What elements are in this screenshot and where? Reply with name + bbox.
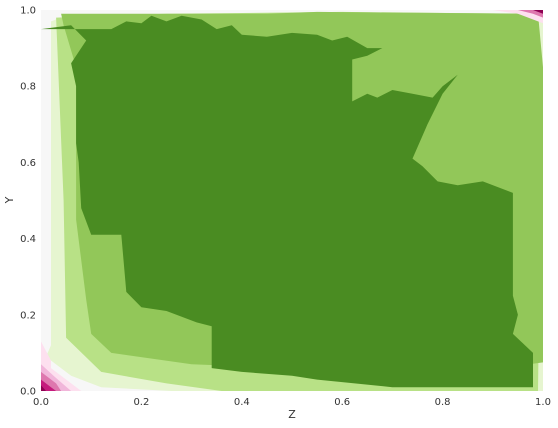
contour-regions [41,10,543,391]
contour-region-level-10 [41,15,533,388]
y-tick-label: 0.0 [20,387,36,398]
y-axis-title: Y [3,196,16,204]
y-tick-label: 0.4 [20,234,36,245]
x-tick-label: 1.0 [535,397,551,408]
contour-region-level-1 [533,10,543,14]
y-tick-label: 0.8 [20,82,36,93]
x-tick-label: 0.6 [334,397,350,408]
y-tick-label: 0.6 [20,158,36,169]
y-tick-label: 0.2 [20,310,36,321]
x-tick-label: 0.4 [234,397,250,408]
y-tick-label: 1.0 [20,6,36,17]
contour-region-level-1 [41,385,46,391]
contour-region-level-5 [492,10,543,24]
contour-region-level-2 [41,379,57,391]
x-tick-label: 0.0 [33,397,49,408]
y-axis: 0.0 0.2 0.4 0.6 0.8 1.0 [20,6,36,398]
x-tick-label: 0.8 [435,397,451,408]
x-axis: 0.0 0.2 0.4 0.6 0.8 1.0 [33,397,551,408]
x-tick-label: 0.2 [133,397,149,408]
x-axis-title: Z [288,408,296,421]
contour-region-level-3 [517,10,543,18]
